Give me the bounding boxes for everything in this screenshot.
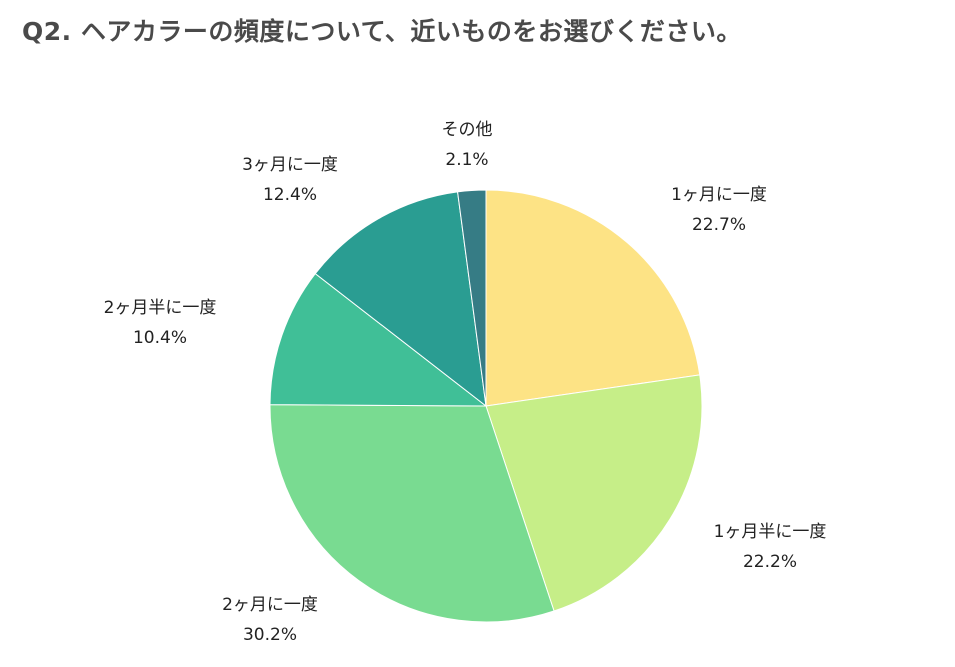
slice-category-label: 2ヶ月に一度 (222, 595, 318, 615)
slice-category-label: 1ヶ月半に一度 (714, 522, 827, 542)
pie-slice (457, 189, 487, 407)
pie-slice (269, 272, 488, 407)
slice-label: その他 2.1% (442, 120, 493, 170)
slice-label: 1ヶ月に一度 22.7% (671, 185, 767, 235)
slice-value-label: 2.1% (445, 150, 488, 170)
slice-label: 1ヶ月半に一度 22.2% (714, 522, 827, 572)
slice-label: 2ヶ月に一度 30.2% (222, 595, 318, 645)
pie-slice (269, 404, 555, 623)
slice-value-label: 22.7% (692, 215, 746, 235)
slice-value-label: 30.2% (243, 625, 297, 645)
slice-category-label: その他 (442, 120, 493, 140)
pie-slices (269, 189, 703, 623)
pie-slice (314, 191, 487, 408)
slice-category-label: 2ヶ月半に一度 (104, 298, 217, 318)
slice-value-label: 22.2% (743, 552, 797, 572)
slice-label: 2ヶ月半に一度 10.4% (104, 298, 217, 348)
slice-value-label: 10.4% (133, 328, 187, 348)
slice-category-label: 1ヶ月に一度 (671, 185, 767, 205)
slice-value-label: 12.4% (263, 185, 317, 205)
pie-slice (485, 189, 701, 407)
pie-slice (485, 374, 703, 612)
slice-label: 3ヶ月に一度 12.4% (242, 155, 338, 205)
slice-labels: 1ヶ月に一度 22.7% 1ヶ月半に一度 22.2% 2ヶ月に一度 30.2% 2ヶ月半に一… (104, 120, 827, 645)
chart-title: Q2. ヘアカラーの頻度について、近いものをお選びください。 (22, 17, 742, 46)
slice-category-label: 3ヶ月に一度 (242, 155, 338, 175)
